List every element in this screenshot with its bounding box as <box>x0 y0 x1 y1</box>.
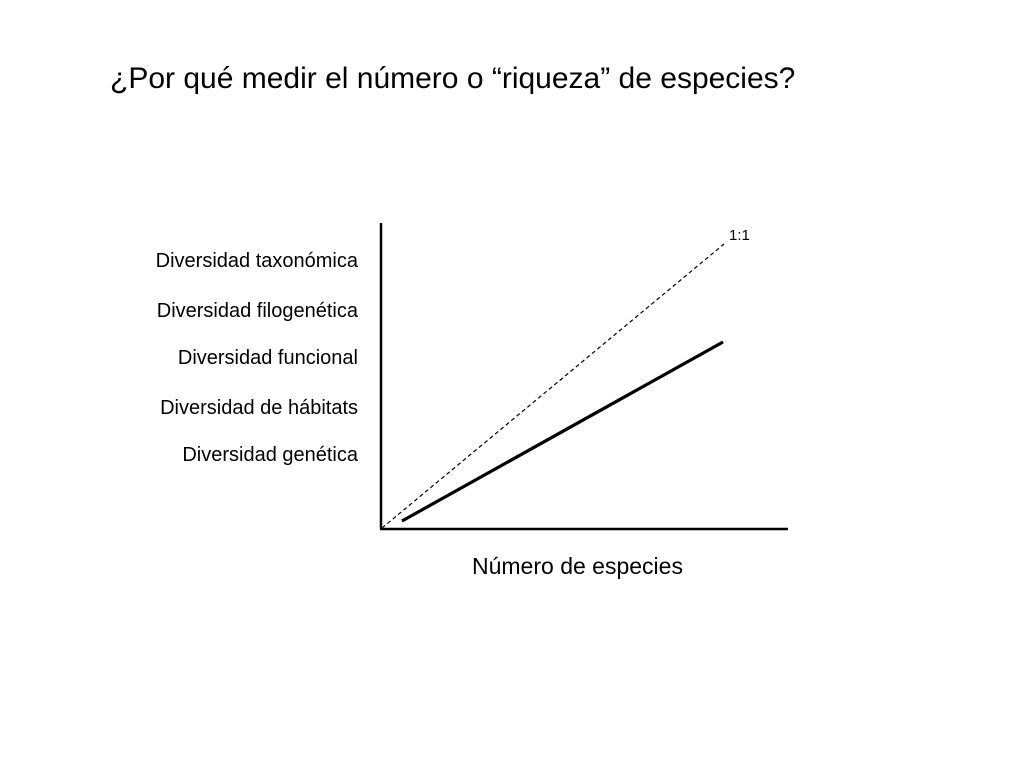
y-label-taxonomic-diversity: Diversidad taxonómica <box>155 250 358 272</box>
y-label-phylogenetic-diversity: Diversidad filogenética <box>156 300 358 322</box>
one-to-one-reference-line <box>381 243 725 529</box>
x-axis-label: Número de especies <box>472 553 683 579</box>
y-label-functional-diversity: Diversidad funcional <box>177 347 358 369</box>
slide-title: ¿Por qué medir el número o “riqueza” de … <box>110 62 796 95</box>
y-label-habitat-diversity: Diversidad de hábitats <box>160 397 358 419</box>
relationship-line <box>401 340 724 523</box>
y-label-genetic-diversity: Diversidad genética <box>182 444 358 466</box>
one-to-one-label: 1:1 <box>729 227 750 244</box>
